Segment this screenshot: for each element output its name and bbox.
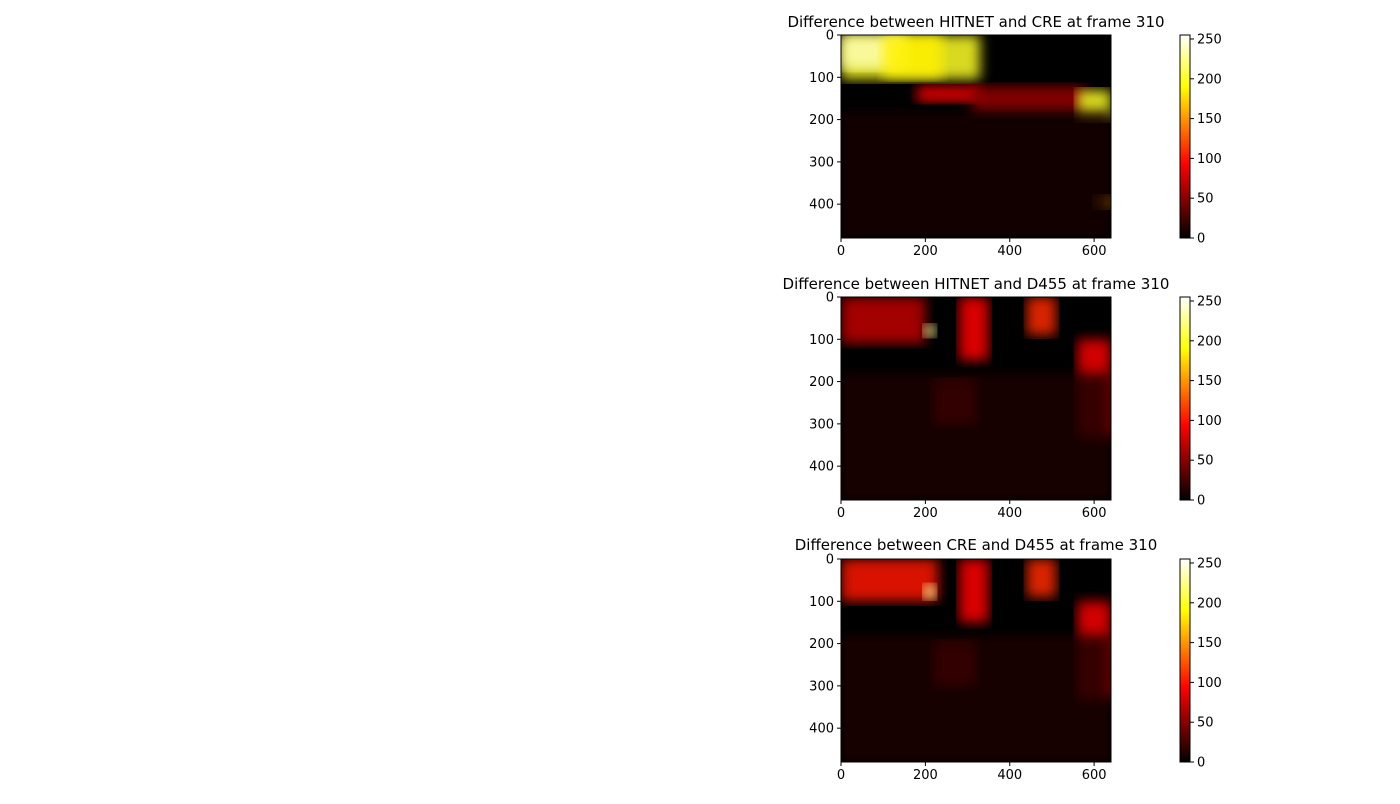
heatmap-region-0 bbox=[841, 297, 926, 344]
heatmap-region-6 bbox=[841, 373, 1111, 500]
y-tick-label: 300 bbox=[809, 417, 834, 432]
y-tick-label: 400 bbox=[809, 722, 834, 737]
heatmap-regions bbox=[841, 35, 1111, 238]
heatmap-region-6 bbox=[841, 635, 1111, 762]
y-tick-label: 100 bbox=[809, 595, 834, 610]
panel-title: Difference between HITNET and D455 at fr… bbox=[783, 275, 1170, 293]
y-tick-label: 200 bbox=[809, 113, 834, 128]
x-tick-label: 0 bbox=[837, 768, 845, 783]
x-tick-label: 400 bbox=[997, 506, 1022, 521]
x-tick-label: 600 bbox=[1082, 768, 1107, 783]
heatmap-regions bbox=[841, 297, 1111, 500]
y-tick-label: 0 bbox=[826, 291, 834, 306]
colorbar-tick-label: 0 bbox=[1197, 756, 1205, 771]
heatmap-region-2 bbox=[883, 35, 943, 78]
colorbar-tick-label: 0 bbox=[1197, 494, 1205, 509]
y-axis: 0 100 200 300 400 bbox=[809, 553, 841, 737]
plot-frame bbox=[840, 296, 1112, 501]
colorbar-tick-label: 150 bbox=[1197, 636, 1222, 651]
y-axis: 0 100 200 300 400 bbox=[809, 29, 841, 213]
x-axis: 0 200 400 600 bbox=[837, 238, 1107, 259]
colorbar-ticks: 0 50 100 150 200 250 bbox=[1190, 556, 1222, 771]
y-tick-label: 400 bbox=[809, 460, 834, 475]
colorbar-tick-label: 50 bbox=[1197, 716, 1214, 731]
heatmap-regions bbox=[841, 559, 1111, 762]
x-axis: 0 200 400 600 bbox=[837, 762, 1107, 783]
colorbar-ticks: 0 50 100 150 200 250 bbox=[1190, 294, 1222, 509]
colorbar-tick-label: 250 bbox=[1197, 32, 1222, 47]
colorbar-tick-label: 250 bbox=[1197, 556, 1222, 571]
y-tick-label: 0 bbox=[826, 553, 834, 568]
heatmap-region-3 bbox=[916, 85, 981, 103]
colorbar-tick-label: 150 bbox=[1197, 374, 1222, 389]
heatmap-region-0 bbox=[841, 559, 938, 602]
y-tick-label: 200 bbox=[809, 375, 834, 390]
heatmap-panel-2: Difference between HITNET and D455 at fr… bbox=[783, 275, 1222, 521]
heatmap-panel-1: Difference between HITNET and CRE at fra… bbox=[787, 13, 1221, 259]
colorbar-scale bbox=[1179, 34, 1191, 239]
colorbar-tick-label: 50 bbox=[1197, 192, 1214, 207]
y-tick-label: 300 bbox=[809, 679, 834, 694]
heatmap-panel-3: Difference between CRE and D455 at frame… bbox=[795, 536, 1222, 783]
panel-title: Difference between HITNET and CRE at fra… bbox=[787, 13, 1164, 31]
colorbar-ticks: 0 50 100 150 200 250 bbox=[1190, 32, 1222, 247]
heatmap-region-3 bbox=[1026, 559, 1057, 598]
x-axis: 0 200 400 600 bbox=[837, 500, 1107, 521]
plot-frame bbox=[840, 34, 1112, 239]
colorbar-tick-label: 50 bbox=[1197, 454, 1214, 469]
colorbar-tick-label: 200 bbox=[1197, 72, 1222, 87]
colorbar-tick-label: 200 bbox=[1197, 334, 1222, 349]
heatmap-region-3 bbox=[1026, 297, 1057, 336]
colorbar-tick-label: 100 bbox=[1197, 152, 1222, 167]
colorbar-tick-label: 250 bbox=[1197, 294, 1222, 309]
x-tick-label: 200 bbox=[913, 244, 938, 259]
x-tick-label: 200 bbox=[913, 768, 938, 783]
colorbar-tick-label: 0 bbox=[1197, 232, 1205, 247]
heatmap-region-2 bbox=[959, 559, 989, 623]
heatmap-region-1 bbox=[923, 584, 936, 600]
y-tick-label: 200 bbox=[809, 637, 834, 652]
y-tick-label: 100 bbox=[809, 71, 834, 86]
heatmap-region-1 bbox=[923, 324, 936, 338]
colorbar: 0 50 100 150 200 250 bbox=[1179, 32, 1222, 247]
colorbar-tick-label: 200 bbox=[1197, 596, 1222, 611]
colorbar-scale bbox=[1179, 558, 1191, 763]
colorbar-tick-label: 150 bbox=[1197, 112, 1222, 127]
heatmap-region-4 bbox=[971, 85, 1086, 116]
plot-frame bbox=[840, 558, 1112, 763]
heatmap-region-7 bbox=[841, 111, 1111, 238]
y-tick-label: 300 bbox=[809, 155, 834, 170]
y-tick-label: 100 bbox=[809, 333, 834, 348]
x-tick-label: 0 bbox=[837, 244, 845, 259]
x-tick-label: 400 bbox=[997, 768, 1022, 783]
colorbar-tick-label: 100 bbox=[1197, 414, 1222, 429]
y-tick-label: 400 bbox=[809, 198, 834, 213]
colorbar: 0 50 100 150 200 250 bbox=[1179, 556, 1222, 771]
x-tick-label: 200 bbox=[913, 506, 938, 521]
heatmap-region-2 bbox=[959, 297, 989, 361]
x-tick-label: 0 bbox=[837, 506, 845, 521]
x-tick-label: 600 bbox=[1082, 244, 1107, 259]
x-tick-label: 400 bbox=[997, 244, 1022, 259]
y-axis: 0 100 200 300 400 bbox=[809, 291, 841, 475]
x-tick-label: 600 bbox=[1082, 506, 1107, 521]
colorbar: 0 50 100 150 200 250 bbox=[1179, 294, 1222, 509]
panel-title: Difference between CRE and D455 at frame… bbox=[795, 536, 1158, 554]
y-tick-label: 0 bbox=[826, 29, 834, 44]
colorbar-tick-label: 100 bbox=[1197, 676, 1222, 691]
colorbar-scale bbox=[1179, 296, 1191, 501]
